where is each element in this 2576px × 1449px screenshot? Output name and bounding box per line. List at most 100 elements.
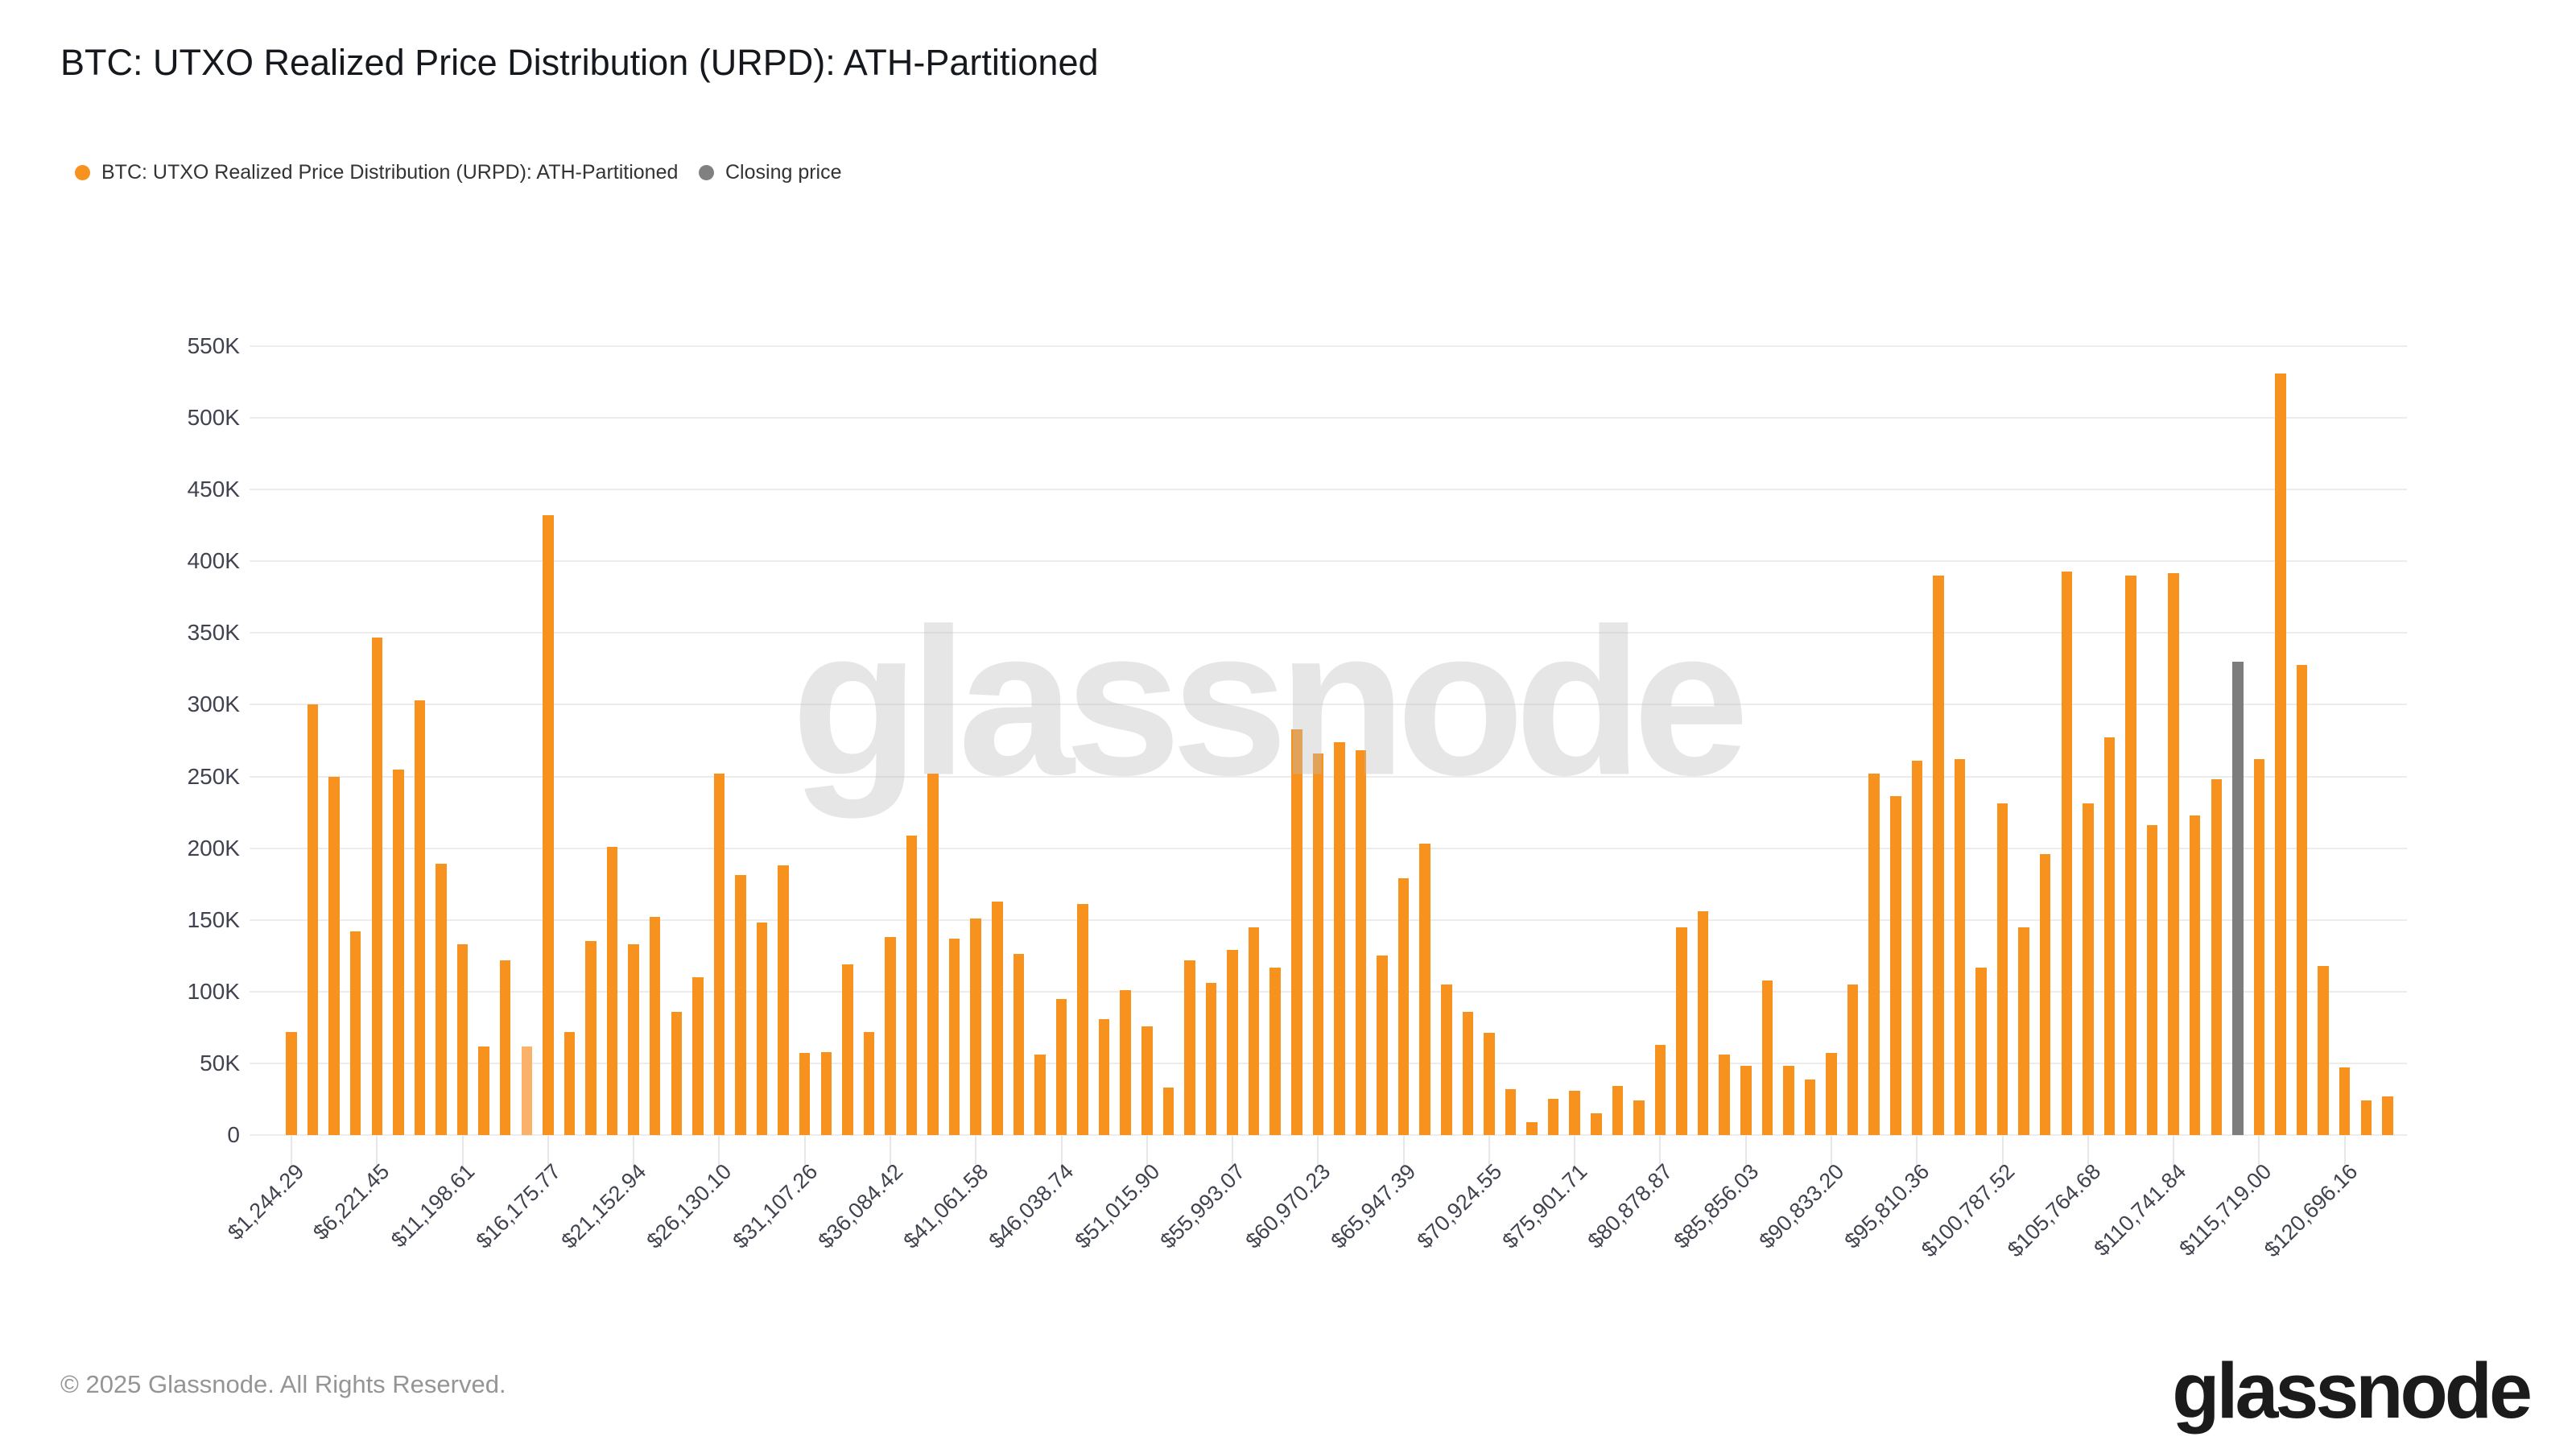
bar[interactable]	[1120, 990, 1131, 1135]
bar[interactable]	[628, 944, 639, 1135]
bar[interactable]	[564, 1031, 576, 1135]
bar[interactable]	[1697, 911, 1709, 1135]
bar[interactable]	[414, 700, 426, 1135]
bar[interactable]	[863, 1031, 875, 1135]
bar[interactable]	[2339, 1067, 2351, 1135]
bar[interactable]	[585, 941, 597, 1135]
bar[interactable]	[1954, 759, 1966, 1135]
bar[interactable]	[1462, 1011, 1474, 1135]
bar[interactable]	[1890, 796, 1901, 1135]
bar[interactable]	[1162, 1088, 1174, 1135]
bar[interactable]	[1975, 967, 1987, 1135]
bar[interactable]	[778, 865, 789, 1135]
bar[interactable]	[1826, 1053, 1837, 1135]
bar[interactable]	[1804, 1079, 1816, 1135]
bar[interactable]	[756, 923, 768, 1135]
bar[interactable]	[927, 773, 939, 1135]
bar[interactable]	[1441, 984, 1452, 1135]
bar[interactable]	[478, 1046, 489, 1135]
bar[interactable]	[1141, 1026, 1153, 1135]
bar[interactable]	[1783, 1066, 1794, 1135]
bar[interactable]	[1248, 927, 1260, 1135]
bar[interactable]	[1397, 878, 1410, 1135]
bar[interactable]	[2275, 373, 2286, 1135]
bar[interactable]	[799, 1053, 811, 1135]
bar[interactable]	[713, 773, 725, 1135]
bar[interactable]	[1034, 1055, 1046, 1135]
bar[interactable]	[521, 1046, 533, 1135]
bar[interactable]	[393, 769, 404, 1135]
bar[interactable]	[1591, 1113, 1602, 1135]
bar[interactable]	[1612, 1086, 1624, 1135]
bar[interactable]	[1933, 576, 1944, 1135]
bar[interactable]	[1291, 729, 1302, 1135]
bar[interactable]	[436, 864, 447, 1135]
bar[interactable]	[1547, 1099, 1559, 1135]
bar[interactable]	[1526, 1121, 1538, 1135]
bar[interactable]	[2039, 853, 2051, 1135]
bar[interactable]	[1761, 980, 1773, 1135]
bar[interactable]	[2318, 965, 2329, 1135]
bar[interactable]	[1996, 803, 2008, 1135]
legend-item-series[interactable]: BTC: UTXO Realized Price Distribution (U…	[75, 161, 678, 184]
bar[interactable]	[1868, 773, 1880, 1135]
bar[interactable]	[1505, 1088, 1517, 1135]
bar[interactable]	[842, 964, 853, 1135]
bar[interactable]	[606, 846, 618, 1135]
bar[interactable]	[1013, 954, 1025, 1135]
bar[interactable]	[1184, 960, 1195, 1135]
bar[interactable]	[1205, 983, 1217, 1135]
bar[interactable]	[371, 637, 383, 1135]
bar[interactable]	[1719, 1055, 1730, 1135]
bar[interactable]	[1419, 844, 1430, 1135]
bar[interactable]	[1055, 998, 1067, 1135]
bar[interactable]	[1098, 1018, 1110, 1135]
legend-item-closing-price[interactable]: Closing price	[699, 161, 842, 184]
bar[interactable]	[2360, 1100, 2372, 1135]
bar[interactable]	[1377, 956, 1388, 1135]
bar[interactable]	[820, 1051, 832, 1135]
bar[interactable]	[2211, 779, 2223, 1135]
bar[interactable]	[307, 704, 319, 1135]
bar[interactable]	[970, 918, 981, 1135]
bar[interactable]	[1484, 1033, 1495, 1135]
bar[interactable]	[1676, 927, 1687, 1135]
bar[interactable]	[2018, 927, 2029, 1135]
bar[interactable]	[2061, 571, 2073, 1135]
bar[interactable]	[885, 937, 896, 1135]
bar[interactable]	[2296, 664, 2308, 1135]
bar[interactable]	[948, 938, 960, 1135]
bar[interactable]	[1269, 967, 1281, 1135]
bar[interactable]	[1334, 741, 1345, 1135]
bar[interactable]	[349, 931, 361, 1135]
bar[interactable]	[328, 776, 340, 1135]
bar[interactable]	[2146, 825, 2158, 1135]
bar[interactable]	[1312, 753, 1324, 1135]
bar[interactable]	[543, 515, 554, 1135]
bar[interactable]	[2168, 572, 2179, 1135]
bar[interactable]	[1740, 1066, 1752, 1135]
bar[interactable]	[1355, 750, 1367, 1135]
bar[interactable]	[2253, 759, 2265, 1135]
bar[interactable]	[692, 977, 704, 1135]
bar[interactable]	[499, 960, 511, 1135]
bar[interactable]	[992, 901, 1003, 1135]
bar[interactable]	[1654, 1044, 1666, 1135]
bar[interactable]	[2382, 1096, 2393, 1135]
bar[interactable]	[906, 835, 918, 1135]
bar[interactable]	[649, 917, 661, 1135]
bar[interactable]	[2189, 815, 2201, 1135]
bar[interactable]	[1569, 1090, 1580, 1135]
closing-price-bar[interactable]	[2232, 662, 2244, 1135]
bar[interactable]	[2083, 803, 2094, 1135]
bar[interactable]	[1227, 950, 1238, 1135]
bar[interactable]	[1847, 984, 1859, 1135]
bar[interactable]	[1077, 904, 1088, 1135]
bar[interactable]	[735, 875, 746, 1135]
bar[interactable]	[456, 944, 469, 1135]
bar[interactable]	[2103, 737, 2116, 1135]
bar[interactable]	[286, 1031, 297, 1135]
bar[interactable]	[671, 1011, 682, 1135]
bar[interactable]	[1911, 760, 1923, 1135]
bar[interactable]	[2125, 576, 2136, 1135]
